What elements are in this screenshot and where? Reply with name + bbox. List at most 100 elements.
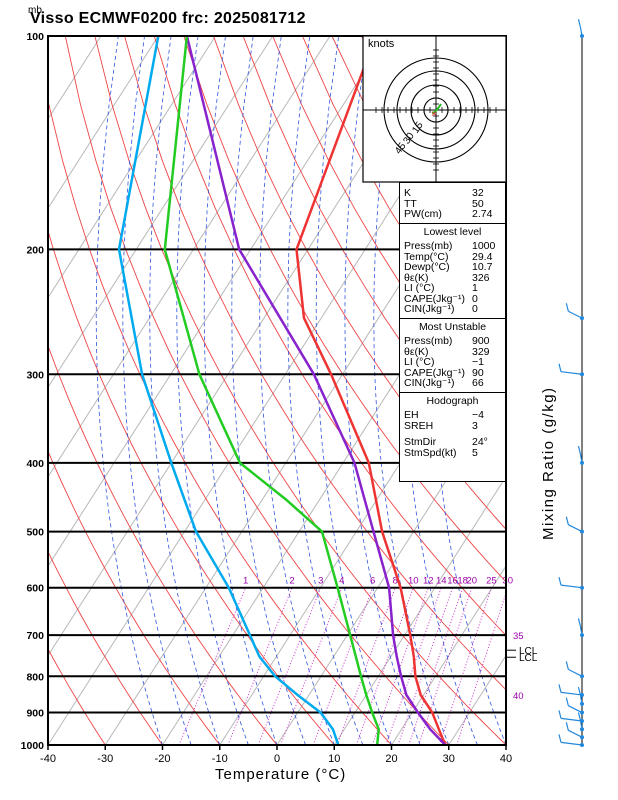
wind-barb [565, 661, 584, 679]
x-tick-label: -30 [97, 753, 113, 765]
pressure-tick-label: 1000 [21, 740, 45, 752]
index-row: StmDir 24° [404, 436, 488, 448]
moist-adiabat-line [122, 36, 192, 745]
index-row: StmSpd(kt) 5 [404, 446, 478, 459]
dry-adiabat-line [510, 36, 618, 745]
index-row: Temp(°C) 29.4 [404, 250, 493, 263]
wind-barb [577, 686, 584, 706]
mixing-ratio-label: 12 [423, 576, 434, 587]
hodograph-unit-label: knots [368, 38, 395, 50]
x-tick-label: -10 [212, 753, 228, 765]
pressure-tick-label: 400 [26, 458, 44, 470]
index-row: SREH 3 [404, 419, 478, 432]
pressure-tick-label: 500 [26, 527, 44, 539]
mixing-ratio-label: 1 [243, 576, 248, 587]
wind-barb [558, 710, 584, 723]
wind-barb [565, 697, 584, 715]
wind-barb [565, 722, 584, 740]
index-row: K 32 [404, 187, 484, 199]
most-unstable-block: Most Unstable Press(mb) 900 θε(K) 329 LI (… [400, 319, 505, 393]
dry-adiabat-line [48, 450, 221, 745]
mixing-ratio-line [355, 587, 414, 745]
mixing-ratio-label: 10 [408, 576, 419, 587]
wet-bulb-profile-line [163, 36, 380, 745]
index-row: LI (°C) 1 [404, 282, 478, 294]
mixing-ratio-line [336, 587, 396, 745]
mixing-ratio-line [456, 591, 506, 745]
index-row: LI (°C) −1 [404, 356, 484, 368]
mixing-ratio-line [371, 587, 429, 745]
dry-adiabat-line [153, 36, 506, 637]
index-row: θε(K) 326 [404, 271, 490, 284]
pressure-unit-label: mb [28, 5, 42, 16]
index-row: Press(mb) 1000 [404, 240, 496, 252]
isotherm-line [333, 475, 506, 745]
wind-barb [558, 684, 584, 697]
isotherm-line [48, 36, 216, 299]
wind-barb [558, 734, 584, 747]
isotherm-line [48, 36, 331, 478]
dry-adiabat-line [94, 36, 506, 745]
moist-adiabat-line [287, 36, 364, 745]
x-tick-label: 30 [443, 753, 455, 765]
moist-adiabat-line [203, 36, 278, 745]
isotherm-line [48, 36, 388, 568]
lcl-label: LCL [519, 646, 538, 657]
dry-adiabat-line [48, 344, 278, 745]
mixing-ratio-label: 25 [486, 576, 497, 587]
dry-adiabat-line [64, 36, 450, 745]
mixing-ratio-label: 20 [467, 576, 478, 587]
pressure-tick-label: 100 [26, 31, 44, 43]
mixing-ratio-line [397, 587, 454, 745]
lowest-level-block: Lowest level Press(mb) 1000 Temp(°C) 29.4 … [400, 224, 505, 319]
index-row: Dewp(°C) 10.7 [404, 261, 493, 273]
x-axis-label: Temperature (°C) [215, 766, 347, 783]
most-unstable-title: Most Unstable [418, 320, 487, 333]
dry-adiabat-line [213, 36, 506, 531]
moist-adiabat-line [176, 36, 249, 745]
dry-adiabat-line [124, 36, 506, 691]
moist-adiabat-line [344, 36, 421, 745]
dewpoint-profile-line [117, 36, 340, 745]
lcl-label: LCL [519, 653, 538, 664]
mixing-ratio-label: 2 [289, 576, 294, 587]
wind-barb [577, 445, 584, 465]
index-row: CIN(Jkg⁻¹) 0 [404, 303, 478, 315]
mixing-ratio-label: 6 [370, 576, 375, 587]
mixing-ratio-line [385, 587, 442, 745]
mixing-ratio-line [312, 587, 374, 745]
indices-top: K 32 TT 50 PW(cm) 2.74 [400, 183, 505, 224]
isotherm-line [162, 207, 506, 745]
dry-adiabat-line [569, 36, 618, 745]
temperature-profile-line [295, 36, 447, 745]
isotherm-line [563, 36, 618, 745]
dry-adiabat-line [242, 36, 506, 479]
pressure-tick-label: 900 [26, 708, 44, 720]
mixing-ratio-line [280, 587, 343, 745]
moist-adiabat-line [259, 36, 335, 745]
isotherm-line [48, 36, 102, 120]
dry-adiabat-line [48, 550, 163, 745]
mixing-ratio-label: 8 [393, 576, 398, 587]
mixing-ratio-line [227, 587, 293, 745]
x-tick-label: -20 [155, 753, 171, 765]
dry-adiabat-line [183, 36, 506, 583]
pressure-tick-label: 600 [26, 583, 44, 595]
wind-barb [577, 618, 584, 638]
x-tick-label: -40 [40, 753, 56, 765]
index-row: TT 50 [404, 197, 484, 210]
index-row: CAPE(Jkg⁻¹) 0 [404, 292, 478, 305]
mixing-ratio-line [257, 587, 322, 745]
index-row: CIN(Jkg⁻¹) 66 [404, 377, 484, 389]
hodograph-trace [431, 103, 442, 114]
dry-adiabat-line [48, 648, 106, 745]
x-tick-label: 0 [274, 753, 280, 765]
isotherm-line [48, 36, 274, 389]
mixing-ratio-line [438, 587, 492, 745]
mixing-ratio-line [408, 587, 464, 745]
mixing-ratio-label: 18 [457, 576, 468, 587]
mixing-ratio-line [418, 587, 473, 745]
mixing-ratio-label: 35 [513, 631, 524, 642]
